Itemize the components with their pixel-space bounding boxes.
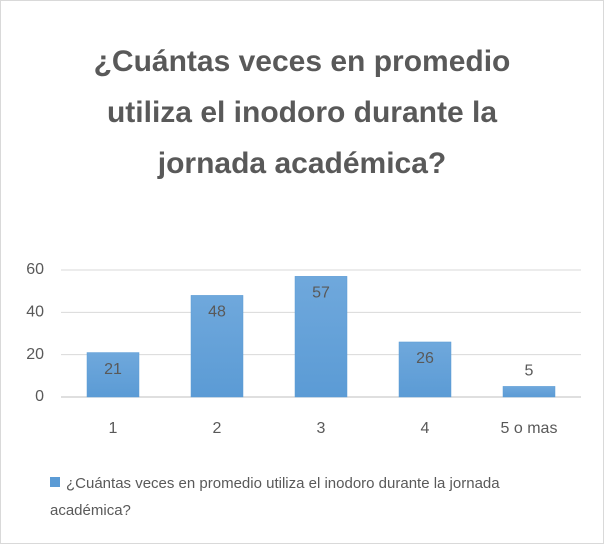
legend-key xyxy=(50,477,60,487)
bar xyxy=(86,352,140,398)
data-label: 48 xyxy=(208,304,226,321)
data-label: 26 xyxy=(416,350,434,367)
x-tick-label: 5 o mas xyxy=(501,420,558,437)
x-tick-label: 1 xyxy=(109,420,118,437)
x-tick-label: 3 xyxy=(317,420,326,437)
data-label: 21 xyxy=(104,361,122,378)
y-tick-label: 20 xyxy=(26,346,44,363)
x-tick-label: 4 xyxy=(421,420,430,437)
legend: ¿Cuántas veces en promedio utiliza el in… xyxy=(50,470,580,524)
y-tick-label: 40 xyxy=(26,304,44,321)
legend-label: ¿Cuántas veces en promedio utiliza el in… xyxy=(50,475,500,519)
data-label: 57 xyxy=(312,285,330,302)
bar xyxy=(190,295,244,398)
bar xyxy=(502,386,556,398)
bar xyxy=(398,341,452,398)
y-tick-label: 60 xyxy=(26,261,44,278)
data-label: 5 xyxy=(525,363,534,380)
bar xyxy=(294,276,348,398)
x-tick-label: 2 xyxy=(213,420,222,437)
y-tick-label: 0 xyxy=(35,388,44,405)
chart-title: ¿Cuántas veces en promedio utiliza el in… xyxy=(93,45,511,180)
